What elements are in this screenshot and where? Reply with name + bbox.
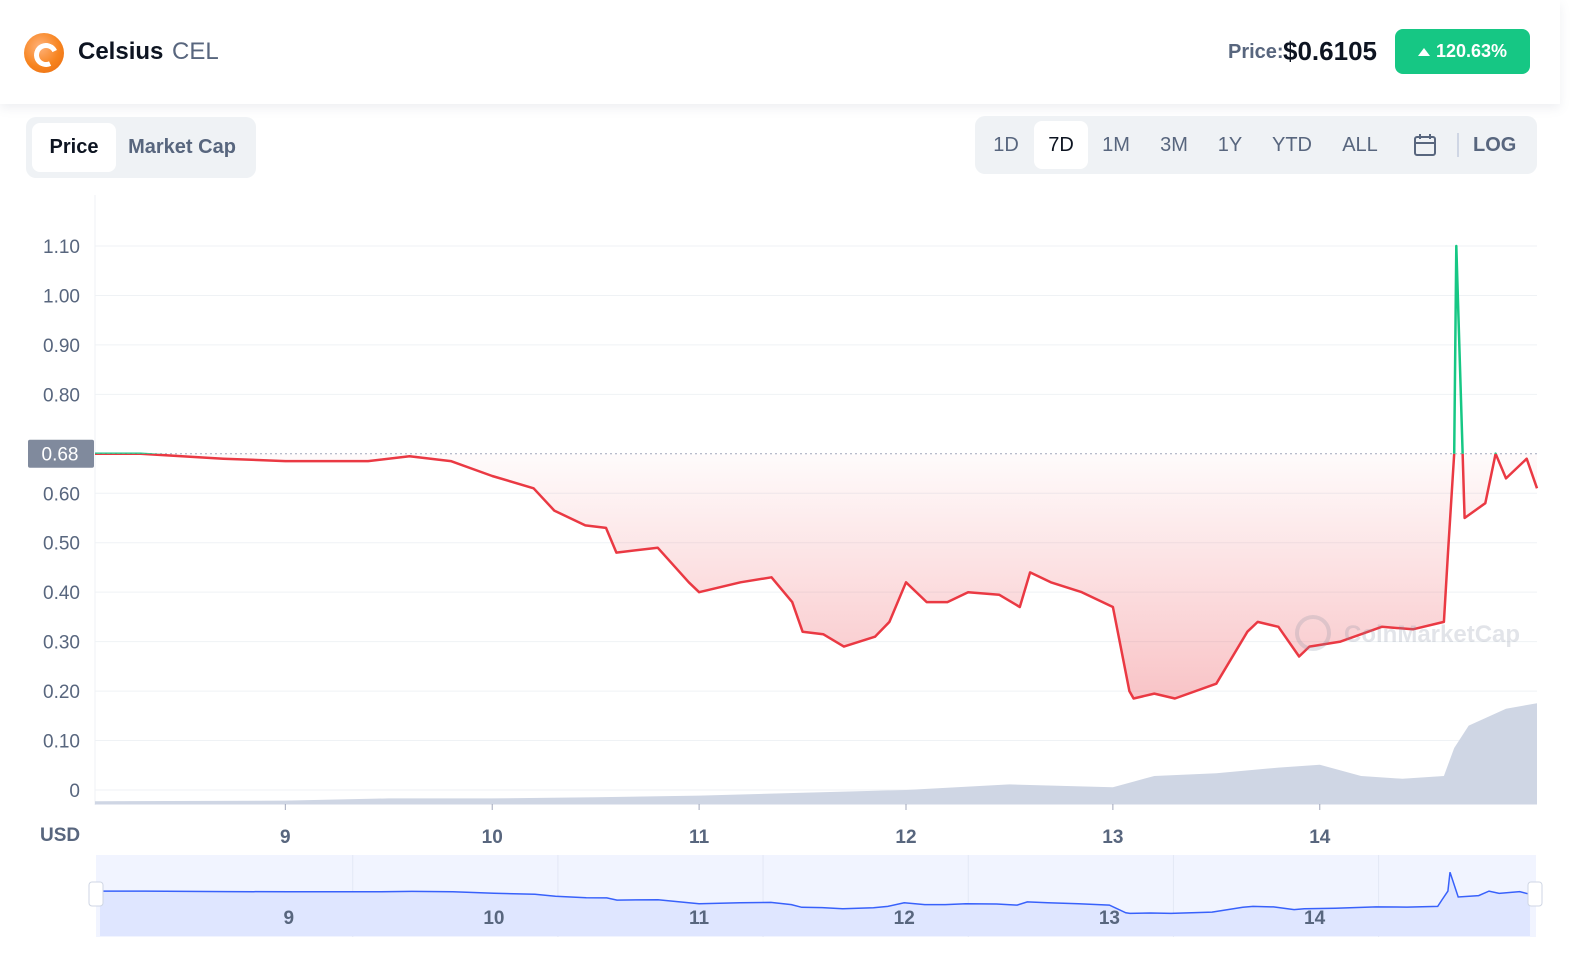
range-1d[interactable]: 1D: [993, 133, 1019, 156]
y-tick-label: 0.90: [43, 336, 80, 357]
x-axis-ticks: 9 10 11 12 13 14: [95, 803, 1537, 845]
navigator-line: [100, 871, 1531, 915]
coin-name: Celsius: [78, 38, 164, 65]
x-tick-label: 9: [280, 827, 291, 845]
reference-price-label: 0.68: [42, 445, 79, 466]
navigator-tick-label: 11: [689, 908, 710, 929]
volume-area: [95, 703, 1537, 804]
navigator-tick-label: 10: [483, 908, 504, 929]
y-tick-label: 0.30: [43, 633, 80, 654]
x-tick-label: 13: [1102, 827, 1123, 845]
range-1y[interactable]: 1Y: [1217, 133, 1243, 156]
reference-price-tag: 0.68: [28, 439, 94, 468]
header-bar: Celsius CEL Price: $0.6105 120.63%: [0, 0, 1560, 104]
metric-toggle: Price Market Cap: [26, 117, 256, 178]
tab-market-cap[interactable]: Market Cap: [128, 136, 236, 158]
y-tick-label: 0.10: [43, 732, 80, 753]
price-chart[interactable]: 0 0.10 0.20 0.30 0.40 0.50 0.60 0.80 0.90 1.00 1.1…: [0, 190, 1560, 845]
x-tick-label: 12: [895, 827, 916, 845]
range-separator: [1457, 133, 1459, 157]
y-tick-label: 0.60: [43, 484, 80, 505]
range-navigator[interactable]: 9 10 11 12 13 14: [0, 850, 1560, 945]
x-tick-label: 11: [689, 827, 710, 845]
calendar-icon[interactable]: [1413, 133, 1437, 157]
y-tick-label: 1.00: [43, 286, 80, 307]
x-tick-label: 10: [482, 827, 503, 845]
range-3m[interactable]: 3M: [1160, 133, 1188, 156]
y-tick-label: 1.10: [43, 237, 80, 258]
navigator-right-handle[interactable]: [1527, 881, 1543, 907]
y-tick-label: 0: [69, 781, 80, 802]
caret-up-icon: [1417, 47, 1430, 56]
time-range-selector: 1D 7D 1M 3M 1Y YTD ALL LOG: [975, 116, 1537, 174]
currency-label: USD: [40, 825, 80, 845]
navigator-labels: 9 10 11 12 13 14: [283, 908, 1325, 929]
y-axis-labels: 0 0.10 0.20 0.30 0.40 0.50 0.60 0.80 0.90 1.00 1.1…: [43, 237, 80, 802]
navigator-tick-label: 14: [1304, 908, 1326, 929]
range-1m[interactable]: 1M: [1102, 133, 1130, 156]
navigator-tick-label: 13: [1099, 908, 1120, 929]
navigator-left-handle[interactable]: [88, 881, 104, 907]
watermark: CoinMarketCap: [1295, 615, 1520, 651]
watermark-text: CoinMarketCap: [1344, 621, 1520, 648]
range-7d[interactable]: 7D: [1034, 121, 1088, 169]
celsius-logo-icon: [24, 33, 64, 73]
navigator-tick-label: 9: [283, 908, 294, 929]
range-ytd[interactable]: YTD: [1272, 133, 1312, 156]
tab-price[interactable]: Price: [32, 123, 116, 172]
x-tick-label: 14: [1309, 827, 1331, 845]
y-tick-label: 0.50: [43, 534, 80, 555]
gridlines: [95, 245, 1537, 791]
price-label: Price:: [1228, 41, 1284, 63]
y-tick-label: 0.80: [43, 385, 80, 406]
price-value: $0.6105: [1283, 36, 1377, 66]
coin-symbol: CEL: [172, 38, 219, 65]
navigator-tick-label: 12: [894, 908, 915, 929]
price-line-below-reference: [95, 453, 1539, 700]
navigator-area: [100, 872, 1530, 936]
coinmarketcap-logo-icon: [1295, 615, 1331, 651]
y-tick-label: 0.40: [43, 583, 80, 604]
price-change-value: 120.63%: [1435, 41, 1508, 61]
range-all[interactable]: ALL: [1342, 133, 1378, 156]
y-tick-label: 0.20: [43, 682, 80, 703]
log-scale-toggle[interactable]: LOG: [1473, 133, 1517, 156]
price-change-badge: 120.63%: [1395, 29, 1530, 74]
price-below-reference-fill: [95, 453, 1537, 699]
